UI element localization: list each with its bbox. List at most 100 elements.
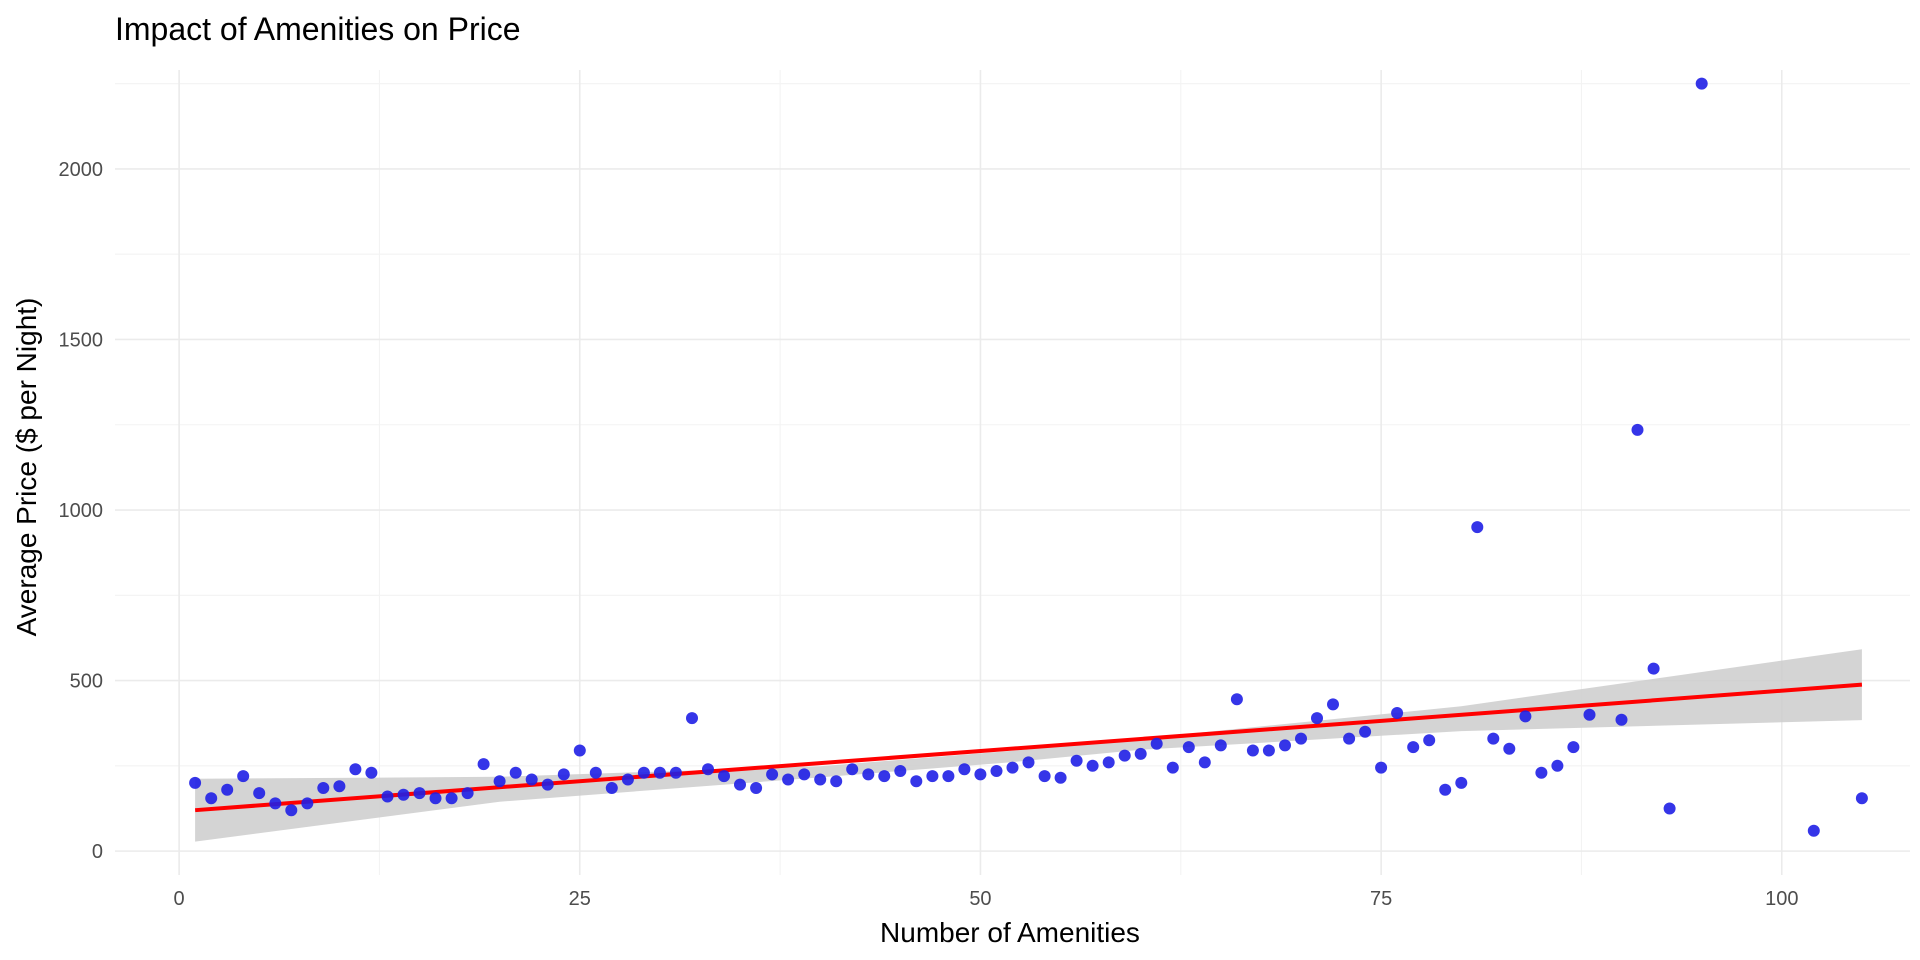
data-point: [493, 775, 506, 788]
data-point: [1855, 792, 1868, 805]
data-point: [1407, 741, 1420, 754]
confidence-band-layer: [195, 649, 1862, 842]
data-point: [974, 768, 987, 781]
data-point: [1118, 749, 1131, 762]
data-point: [878, 770, 891, 783]
data-point: [557, 768, 570, 781]
data-point: [702, 763, 714, 776]
data-point: [1054, 771, 1067, 784]
data-point: [990, 765, 1003, 777]
x-tick-label: 25: [569, 888, 591, 910]
data-point: [445, 792, 458, 805]
data-point: [1214, 739, 1227, 752]
data-point: [1583, 708, 1596, 721]
data-point: [1375, 761, 1388, 774]
y-axis-title: Average Price ($ per Night): [11, 298, 42, 637]
data-point: [1182, 741, 1195, 754]
data-point: [221, 783, 234, 796]
data-point: [477, 758, 490, 771]
data-point: [1327, 698, 1339, 711]
data-point: [317, 782, 330, 794]
data-point: [766, 768, 779, 781]
data-point: [413, 787, 426, 800]
data-point: [910, 775, 923, 788]
data-point: [1551, 759, 1564, 772]
data-point: [1359, 725, 1372, 738]
data-point: [429, 792, 442, 805]
data-point: [1439, 783, 1452, 796]
data-point: [605, 782, 618, 794]
data-point: [1246, 744, 1259, 757]
data-point: [1567, 741, 1580, 754]
data-point: [237, 770, 250, 783]
regression-line: [194, 682, 1863, 813]
y-tick-label: 0: [92, 841, 103, 863]
x-tick-label: 50: [969, 888, 991, 910]
data-point: [1006, 761, 1019, 774]
data-point: [814, 773, 827, 786]
data-point: [1519, 710, 1532, 723]
data-point: [1198, 756, 1211, 769]
data-point: [1038, 770, 1051, 783]
data-point: [1695, 77, 1708, 90]
data-point: [1102, 756, 1115, 769]
data-point: [1807, 824, 1820, 837]
data-point: [894, 765, 907, 777]
data-point: [1086, 759, 1099, 772]
data-point: [621, 773, 634, 786]
data-point: [397, 788, 410, 801]
data-point: [301, 797, 314, 810]
data-point: [782, 773, 795, 786]
gridlines: [115, 70, 1910, 875]
data-point: [1230, 693, 1243, 706]
data-point: [253, 787, 266, 800]
data-point: [525, 773, 538, 786]
data-point: [189, 776, 202, 789]
data-point: [333, 780, 346, 793]
data-point: [942, 770, 955, 783]
chart-title: Impact of Amenities on Price: [115, 11, 521, 47]
data-point: [1631, 423, 1644, 436]
data-point: [269, 797, 282, 810]
data-point: [1262, 744, 1275, 757]
data-point: [926, 770, 939, 783]
data-point: [1279, 739, 1291, 752]
data-point: [349, 763, 362, 776]
confidence-band: [195, 649, 1862, 842]
data-point: [750, 782, 763, 794]
data-point: [846, 763, 859, 776]
data-point: [1070, 754, 1083, 767]
data-point: [830, 775, 843, 788]
data-point: [1022, 756, 1035, 769]
data-point: [1535, 766, 1548, 779]
data-point: [1166, 761, 1179, 774]
data-point: [1295, 732, 1307, 745]
x-tick-label: 0: [174, 888, 185, 910]
data-point: [1343, 732, 1356, 745]
data-point: [1503, 742, 1516, 755]
data-point: [686, 712, 698, 725]
data-point: [1391, 707, 1404, 719]
fit-line-layer: [194, 682, 1863, 813]
data-point: [285, 804, 298, 817]
data-point: [1647, 662, 1660, 675]
y-tick-label: 1500: [59, 329, 104, 351]
data-point: [1471, 521, 1484, 534]
data-point: [669, 766, 682, 779]
data-point: [1487, 732, 1500, 745]
data-point: [461, 787, 474, 800]
data-point: [1311, 712, 1323, 725]
data-point: [1663, 802, 1676, 815]
data-point: [205, 792, 218, 805]
data-point: [1615, 713, 1628, 726]
y-tick-label: 1000: [59, 500, 104, 522]
x-axis-title: Number of Amenities: [880, 917, 1140, 948]
data-point: [541, 778, 554, 791]
data-point: [862, 768, 875, 781]
data-point: [637, 766, 650, 779]
y-tick-label: 2000: [59, 159, 104, 181]
data-point: [381, 790, 394, 803]
data-point: [1150, 737, 1163, 750]
